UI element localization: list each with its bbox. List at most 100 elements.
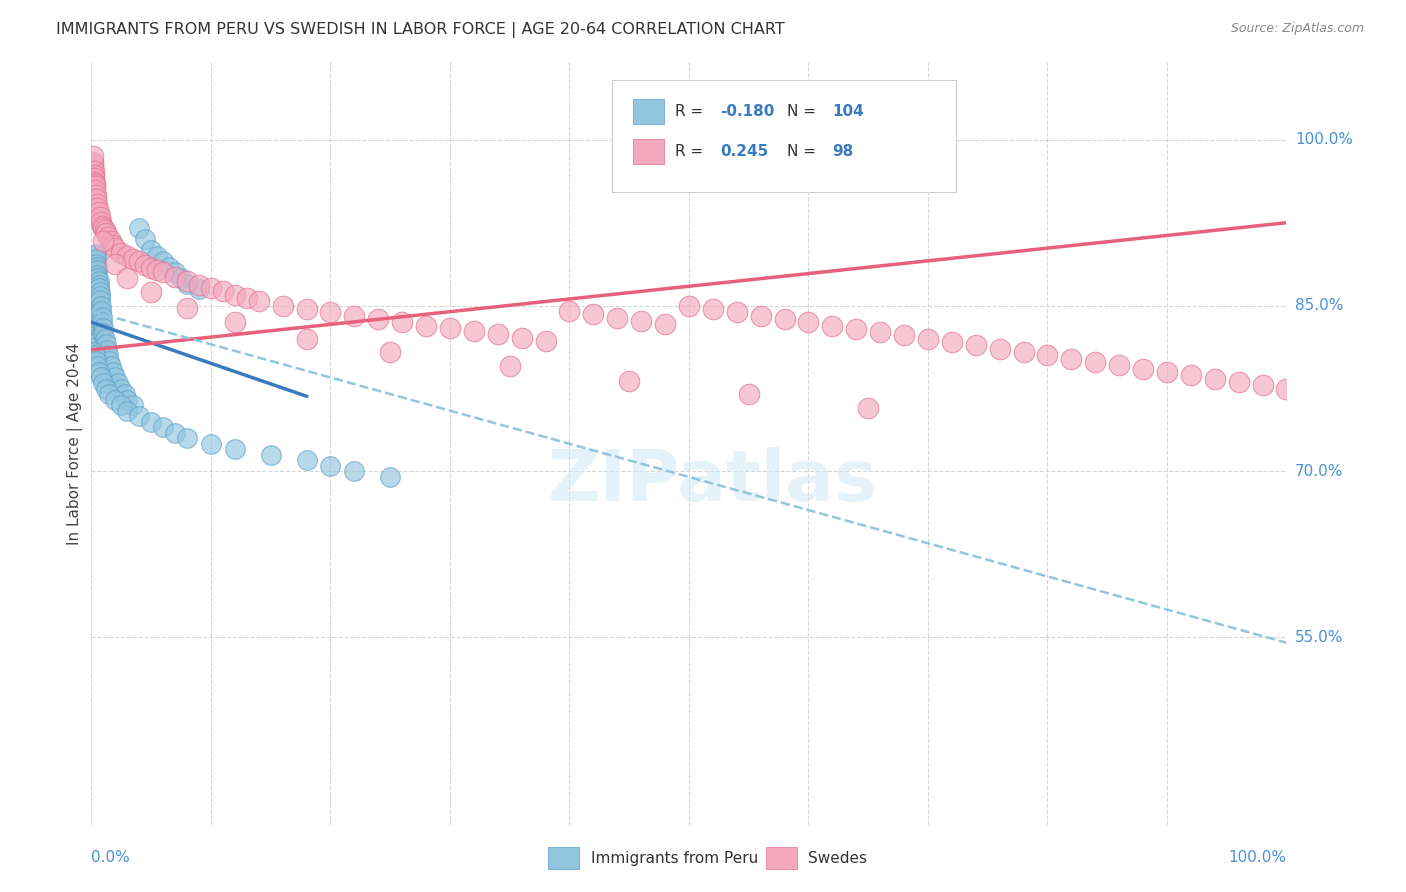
Point	[247, 294, 270, 309]
Point	[128, 221, 150, 235]
Point	[163, 425, 186, 440]
Point	[84, 182, 107, 196]
Point	[115, 271, 138, 285]
Point	[82, 313, 104, 327]
Point	[100, 235, 122, 249]
Point	[773, 311, 796, 326]
Point	[87, 365, 110, 379]
Point	[82, 306, 104, 320]
Point	[534, 334, 557, 348]
Point	[84, 277, 107, 291]
Point	[82, 309, 104, 323]
Point	[737, 387, 759, 401]
Point	[1012, 345, 1035, 359]
Point	[1204, 371, 1226, 385]
Text: 85.0%: 85.0%	[1295, 298, 1343, 313]
Point	[187, 282, 211, 296]
Point	[176, 301, 198, 315]
Point	[367, 311, 389, 326]
Point	[725, 305, 748, 319]
Point	[94, 382, 117, 396]
Point	[87, 274, 110, 288]
Point	[146, 249, 169, 263]
Point	[170, 271, 193, 285]
Point	[84, 249, 107, 263]
Point	[343, 464, 366, 478]
Point	[86, 263, 108, 277]
Y-axis label: In Labor Force | Age 20-64: In Labor Force | Age 20-64	[67, 343, 83, 545]
Point	[1227, 375, 1250, 389]
Point	[89, 288, 111, 302]
Point	[83, 285, 105, 300]
Point	[82, 301, 104, 315]
Point	[82, 323, 104, 337]
Point	[295, 301, 318, 316]
Point	[163, 269, 186, 284]
Point	[82, 326, 104, 341]
Point	[98, 354, 121, 368]
Point	[83, 308, 105, 322]
Point	[582, 308, 605, 322]
Text: 55.0%: 55.0%	[1295, 630, 1343, 645]
Point	[110, 398, 132, 412]
Point	[224, 442, 246, 457]
Point	[1156, 365, 1178, 379]
Point	[93, 221, 114, 235]
Point	[84, 268, 107, 282]
Point	[134, 232, 156, 246]
Point	[941, 335, 963, 350]
Point	[82, 149, 104, 163]
Point	[797, 315, 820, 329]
Point	[84, 265, 107, 279]
Point	[749, 309, 772, 323]
Point	[83, 168, 105, 182]
Point	[134, 258, 156, 272]
Point	[83, 310, 105, 324]
Point	[82, 334, 104, 348]
Point	[82, 311, 104, 326]
Point	[200, 436, 222, 450]
Point	[128, 409, 150, 424]
Point	[82, 157, 104, 171]
Point	[104, 257, 127, 271]
Point	[110, 382, 132, 396]
Point	[211, 285, 233, 299]
Point	[378, 470, 402, 484]
Point	[702, 301, 724, 316]
Point	[259, 448, 281, 462]
Point	[391, 315, 413, 329]
Point	[93, 332, 115, 346]
Point	[200, 281, 222, 295]
Point	[463, 324, 485, 338]
Text: Source: ZipAtlas.com: Source: ZipAtlas.com	[1230, 22, 1364, 36]
Point	[83, 175, 105, 189]
Point	[486, 327, 509, 342]
Point	[84, 354, 107, 368]
Point	[104, 370, 127, 384]
Point	[141, 244, 162, 258]
Text: 0.245: 0.245	[720, 145, 768, 159]
Point	[606, 310, 628, 325]
Point	[856, 401, 880, 416]
Point	[187, 277, 211, 292]
Point	[1180, 368, 1202, 383]
Point	[176, 274, 198, 288]
Point	[100, 359, 122, 374]
Point	[83, 304, 105, 318]
Point	[94, 226, 117, 240]
Point	[83, 287, 105, 301]
Text: 100.0%: 100.0%	[1295, 132, 1353, 147]
Point	[104, 241, 127, 255]
Point	[128, 254, 150, 268]
Point	[93, 376, 114, 390]
Point	[869, 325, 891, 339]
Point	[91, 310, 114, 324]
Point	[295, 453, 318, 467]
Point	[1275, 382, 1298, 396]
Text: 98: 98	[832, 145, 853, 159]
Point	[84, 259, 107, 273]
Point	[104, 392, 127, 407]
Point	[83, 295, 105, 310]
Point	[91, 315, 114, 329]
Point	[141, 415, 162, 429]
